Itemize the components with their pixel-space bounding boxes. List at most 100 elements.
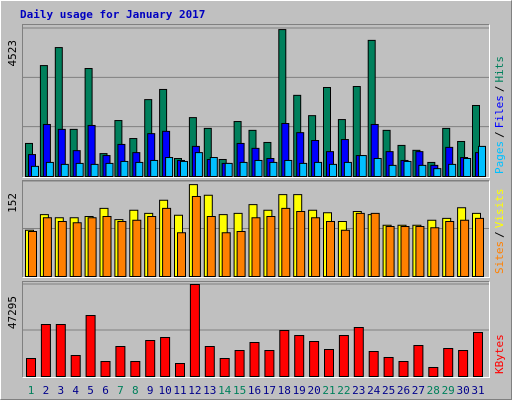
bar bbox=[224, 162, 233, 178]
bar bbox=[326, 221, 335, 277]
x-tick-label: 12 bbox=[188, 384, 201, 397]
bar bbox=[463, 158, 472, 178]
bar bbox=[236, 231, 246, 277]
bar bbox=[87, 217, 97, 277]
x-tick-label: 20 bbox=[307, 384, 320, 397]
bar bbox=[165, 157, 174, 177]
x-tick-label: 23 bbox=[352, 384, 365, 397]
bar bbox=[162, 207, 172, 277]
x-tick-label: 16 bbox=[248, 384, 261, 397]
bar bbox=[239, 161, 248, 177]
bar bbox=[445, 221, 455, 277]
x-tick-label: 10 bbox=[158, 384, 171, 397]
bar bbox=[430, 227, 440, 277]
bar bbox=[473, 332, 483, 378]
x-tick-label: 29 bbox=[442, 384, 455, 397]
bar bbox=[324, 349, 334, 377]
x-tick-label: 8 bbox=[132, 384, 139, 397]
legend-entry: Visits bbox=[493, 189, 506, 229]
bar bbox=[373, 158, 382, 178]
x-tick-label: 19 bbox=[293, 384, 306, 397]
bar bbox=[385, 226, 395, 277]
bar bbox=[117, 221, 127, 277]
bar bbox=[460, 219, 470, 277]
x-tick-label: 13 bbox=[203, 384, 216, 397]
bar bbox=[130, 361, 141, 378]
bar bbox=[400, 226, 410, 277]
bar bbox=[28, 231, 37, 277]
chart-title: Daily usage for January 2017 bbox=[20, 8, 205, 21]
bar bbox=[204, 346, 215, 377]
bar bbox=[31, 165, 39, 178]
legend: Sites / Visits bbox=[493, 189, 506, 275]
bar bbox=[383, 356, 394, 377]
bar bbox=[314, 161, 323, 177]
bar bbox=[433, 168, 442, 177]
legend-entry: KBytes bbox=[493, 334, 506, 374]
bar bbox=[219, 358, 230, 378]
x-tick-label: 30 bbox=[456, 384, 469, 397]
bar bbox=[40, 324, 51, 378]
panel-edge-light bbox=[22, 180, 490, 278]
bar bbox=[100, 361, 111, 378]
bar bbox=[160, 336, 171, 377]
bar bbox=[102, 216, 112, 277]
bar bbox=[45, 161, 54, 177]
y-tick-label: 4523 bbox=[6, 40, 19, 67]
bar bbox=[338, 335, 349, 378]
bar bbox=[269, 161, 278, 177]
y-tick-label: 47295 bbox=[6, 296, 19, 329]
bar bbox=[403, 160, 412, 177]
bar bbox=[355, 212, 365, 277]
x-tick-label: 25 bbox=[382, 384, 395, 397]
bar bbox=[294, 335, 305, 378]
bar bbox=[177, 232, 186, 277]
bar bbox=[234, 350, 245, 377]
bar bbox=[194, 152, 203, 178]
x-tick-label: 4 bbox=[72, 384, 79, 397]
bar bbox=[475, 217, 484, 277]
bar bbox=[340, 229, 350, 277]
bar bbox=[206, 216, 216, 277]
x-tick-label: 2 bbox=[43, 384, 50, 397]
bar bbox=[55, 324, 66, 378]
bar bbox=[57, 221, 67, 277]
bar bbox=[311, 217, 321, 277]
bar bbox=[145, 340, 156, 378]
bar bbox=[26, 358, 36, 378]
x-tick-label: 6 bbox=[102, 384, 109, 397]
x-tick-label: 1 bbox=[28, 384, 35, 397]
x-tick-label: 17 bbox=[263, 384, 276, 397]
panel-edge-light bbox=[22, 24, 490, 178]
bar bbox=[85, 315, 96, 378]
x-tick-label: 14 bbox=[218, 384, 232, 397]
bar bbox=[296, 211, 306, 277]
bar bbox=[443, 348, 454, 377]
bar bbox=[147, 216, 157, 277]
legend-separator: / bbox=[493, 86, 506, 93]
bar bbox=[418, 164, 427, 177]
x-tick-label: 24 bbox=[367, 384, 381, 397]
bar bbox=[398, 361, 409, 378]
bar bbox=[284, 159, 293, 178]
x-tick-label: 5 bbox=[87, 384, 94, 397]
bar bbox=[221, 232, 231, 277]
legend: KBytes bbox=[493, 334, 506, 374]
x-tick-label: 22 bbox=[337, 384, 350, 397]
x-tick-label: 27 bbox=[412, 384, 425, 397]
x-tick-label: 9 bbox=[147, 384, 154, 397]
bar bbox=[254, 159, 263, 178]
bar bbox=[299, 162, 308, 178]
bar bbox=[180, 160, 188, 177]
bar bbox=[343, 161, 352, 177]
bar bbox=[70, 355, 81, 378]
x-tick-label: 21 bbox=[322, 384, 335, 397]
bar bbox=[428, 366, 439, 378]
bar bbox=[60, 163, 69, 177]
bar bbox=[478, 145, 486, 177]
bar bbox=[264, 350, 275, 377]
bar bbox=[458, 350, 469, 377]
bar bbox=[115, 346, 126, 377]
bar bbox=[413, 345, 424, 377]
